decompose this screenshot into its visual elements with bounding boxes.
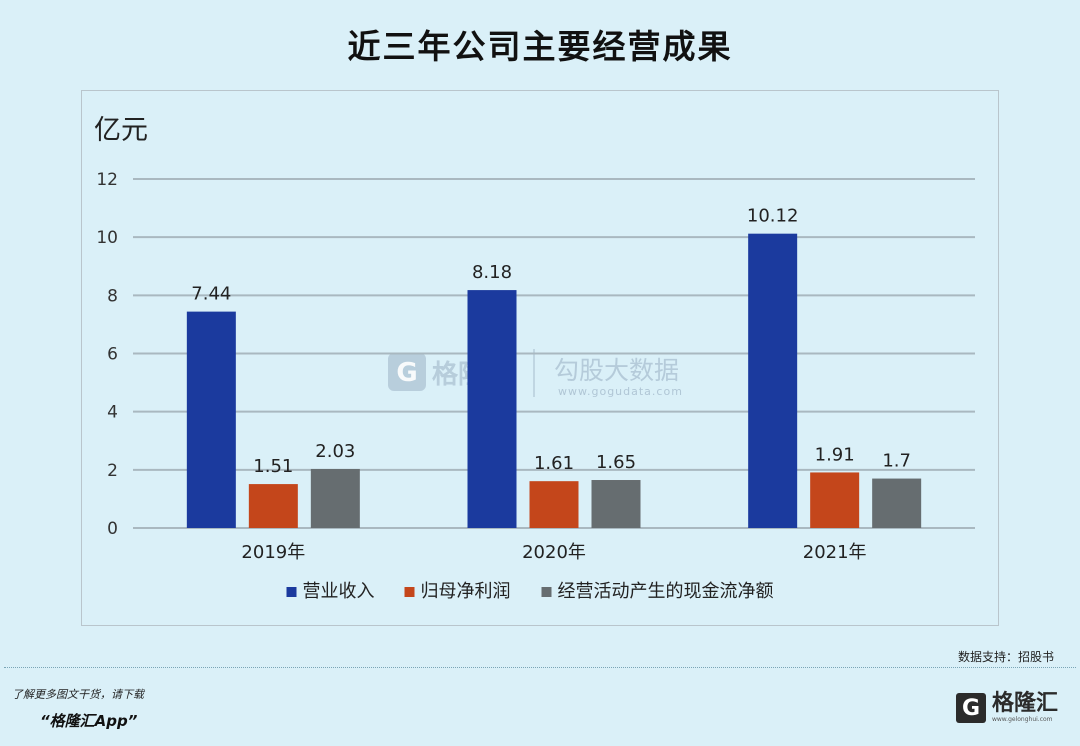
y-tick-label: 10 bbox=[96, 228, 118, 248]
x-tick-label: 2019年 bbox=[241, 542, 305, 563]
data-label: 2.03 bbox=[315, 441, 355, 462]
y-unit-label: 亿元 bbox=[94, 115, 148, 146]
brand-g-icon: G bbox=[955, 693, 986, 723]
chart-title: 近三年公司主要经营成果 bbox=[347, 27, 733, 66]
data-label: 1.91 bbox=[815, 444, 855, 465]
bar bbox=[310, 468, 360, 528]
data-source: 数据支持：招股书 bbox=[957, 650, 1054, 664]
legend-swatch bbox=[404, 587, 415, 597]
data-label: 7.44 bbox=[191, 284, 231, 305]
bar bbox=[591, 480, 641, 528]
bar bbox=[186, 311, 236, 528]
promo-app-name: “格隆汇App” bbox=[40, 712, 138, 730]
bar-chart: 亿元G 格隆 勾股大数据www.gogudata.com0246810127.441… bbox=[94, 115, 975, 602]
brand-url: www.gelonghui.com bbox=[991, 716, 1053, 723]
brand-name: 格隆汇 bbox=[991, 691, 1058, 716]
bar bbox=[248, 484, 298, 528]
data-label: 1.7 bbox=[882, 451, 911, 472]
watermark-text: 勾股大数据 bbox=[554, 356, 679, 385]
x-tick-label: 2020年 bbox=[522, 542, 586, 563]
watermark-url: www.gogudata.com bbox=[558, 385, 683, 398]
legend-label: 经营活动产生的现金流净额 bbox=[558, 581, 774, 602]
bar bbox=[748, 233, 798, 528]
y-tick-label: 0 bbox=[107, 519, 118, 539]
data-label: 8.18 bbox=[472, 262, 512, 283]
legend-swatch bbox=[541, 587, 552, 597]
data-label: 1.65 bbox=[596, 452, 636, 473]
x-tick-label: 2021年 bbox=[803, 542, 867, 563]
brand-logo: G 格隆汇 www.gelonghui.com bbox=[955, 688, 1058, 728]
y-tick-label: 12 bbox=[96, 170, 118, 190]
data-label: 10.12 bbox=[747, 206, 799, 227]
bar bbox=[529, 481, 579, 528]
legend-label: 营业收入 bbox=[303, 581, 375, 602]
bar bbox=[872, 478, 922, 528]
footer-divider bbox=[4, 667, 1076, 668]
bar bbox=[467, 290, 517, 528]
legend-label: 归母净利润 bbox=[421, 581, 511, 602]
bar bbox=[810, 472, 860, 528]
y-tick-label: 4 bbox=[107, 403, 118, 423]
legend-swatch bbox=[286, 587, 297, 597]
chart-frame: 亿元 G 格隆 勾股大数据 www.gogudata.com 0 2 4 6 8 10 12 7.44 1… bbox=[81, 90, 999, 626]
promo-text: 了解更多图文干货，请下载 bbox=[12, 688, 144, 701]
data-label: 1.61 bbox=[534, 453, 574, 474]
watermark-logo-glyph: G bbox=[396, 358, 417, 388]
y-tick-label: 8 bbox=[107, 286, 118, 306]
y-tick-label: 2 bbox=[107, 461, 118, 481]
data-label: 1.51 bbox=[253, 456, 293, 477]
watermark-logo-icon bbox=[388, 353, 426, 391]
y-tick-label: 6 bbox=[107, 345, 118, 365]
